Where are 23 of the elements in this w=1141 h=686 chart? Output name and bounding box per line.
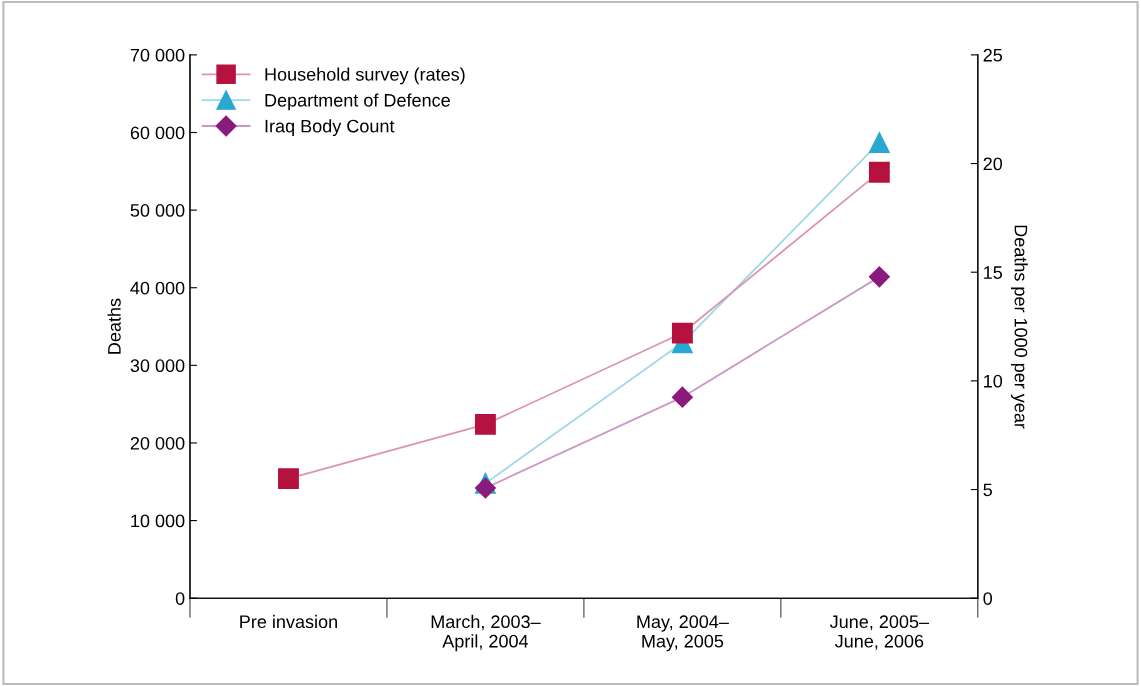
x-tick-label: March, 2003– April, 2004 [431,614,541,652]
y2-tick-label: 5 [983,483,992,497]
y-tick-label: 0 [175,592,185,605]
y2-tick-label: 15 [984,266,1003,279]
y-tick-label: 50 000 [130,204,185,217]
y-tick-label: 40 000 [130,281,185,295]
y2-tick-label: 10 [984,374,1003,388]
legend-label: Department of Defence [265,93,450,111]
y2-tick-label: 0 [983,592,993,605]
y2-axis-title: Deaths per 1000 per year [1010,225,1028,429]
y-tick-label: 70 000 [130,48,185,62]
legend-label: Household survey (rates) [265,67,465,85]
x-tick-label: May, 2004– May, 2005 [637,615,729,652]
y2-tick-label: 20 [983,157,1003,171]
y-axis-title: Deaths [107,298,121,354]
x-tick-label: Pre invasion [240,614,337,629]
x-tick-label: June, 2005– June, 2006 [829,615,930,650]
y-tick-label: 10 000 [131,514,185,528]
y2-tick-label: 25 [983,48,1003,62]
legend-label: Iraq Body Count [265,119,395,137]
y-tick-label: 60 000 [130,126,185,140]
y-tick-label: 30 000 [130,359,185,373]
y-tick-label: 20 000 [130,436,185,450]
